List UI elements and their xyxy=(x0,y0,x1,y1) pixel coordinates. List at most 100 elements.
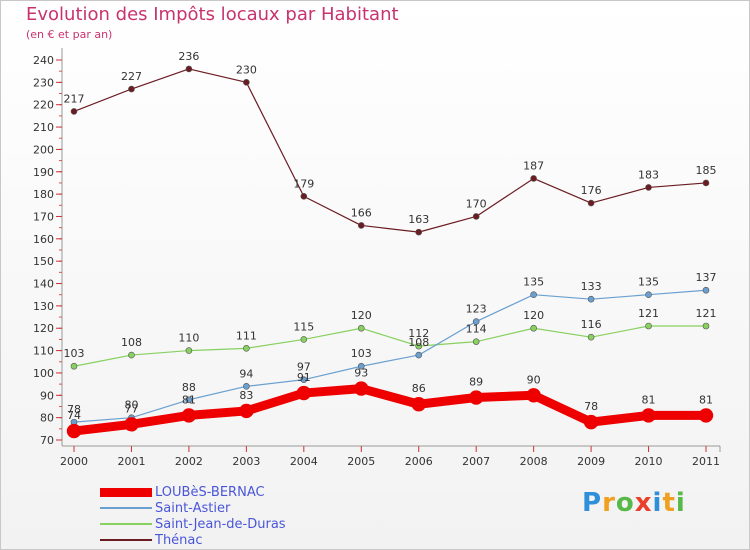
data-label: 110 xyxy=(178,332,199,345)
data-label: 103 xyxy=(64,347,85,360)
x-tick-label: 2006 xyxy=(405,455,433,468)
data-point xyxy=(357,324,365,332)
data-point xyxy=(583,414,599,430)
data-label: 97 xyxy=(297,361,311,374)
logo-letter: o xyxy=(615,488,635,518)
data-point xyxy=(181,408,197,423)
series-lines xyxy=(66,65,714,439)
y-tick-label: 200 xyxy=(33,143,54,156)
data-label: 135 xyxy=(523,276,544,289)
data-label: 111 xyxy=(236,329,257,342)
chart-subtitle: (en € et par an) xyxy=(26,28,113,41)
data-point xyxy=(243,345,250,352)
legend-swatch xyxy=(100,539,152,541)
x-tick-label: 2004 xyxy=(290,455,318,468)
data-point xyxy=(70,362,78,370)
logo-letter: i xyxy=(652,488,663,518)
y-tick-label: 170 xyxy=(33,210,54,223)
data-label: 135 xyxy=(638,276,659,289)
data-label: 108 xyxy=(121,336,142,349)
legend-label: Saint-Astier xyxy=(155,500,231,516)
y-tick-label: 150 xyxy=(33,255,54,268)
data-label: 166 xyxy=(351,206,372,219)
x-tick-label: 2001 xyxy=(117,455,145,468)
x-tick-label: 2005 xyxy=(347,455,375,468)
data-label: 86 xyxy=(412,382,426,395)
x-tick-label: 2007 xyxy=(462,455,490,468)
y-tick-label: 90 xyxy=(40,389,54,402)
logo-letter: t xyxy=(662,488,676,518)
legend-label: Saint-Jean-de-Duras xyxy=(155,516,286,532)
data-point xyxy=(243,79,250,86)
data-label: 90 xyxy=(527,373,541,386)
y-tick-label: 240 xyxy=(33,54,54,67)
y-tick-label: 220 xyxy=(33,99,54,112)
x-tick-label: 2008 xyxy=(520,455,548,468)
data-point xyxy=(645,184,652,191)
proxiti-logo: Proxiti xyxy=(582,488,686,518)
data-point xyxy=(587,333,595,341)
data-label: 176 xyxy=(581,184,602,197)
data-point xyxy=(702,322,710,330)
logo-letter: r xyxy=(602,488,616,518)
data-label: 94 xyxy=(239,367,253,380)
legend-item: Saint-Jean-de-Duras xyxy=(100,516,286,532)
x-tick-label: 2011 xyxy=(692,455,720,468)
data-label: 120 xyxy=(351,309,372,322)
data-label: 183 xyxy=(638,168,659,181)
data-point xyxy=(526,388,541,403)
data-label: 78 xyxy=(67,403,81,416)
data-point xyxy=(645,291,652,299)
series-line xyxy=(73,68,707,233)
data-labels: 217 227 236 230 179 166 163 170 187 176 183 185 103 1… xyxy=(64,50,717,422)
data-label: 230 xyxy=(236,63,257,76)
data-point xyxy=(702,286,710,294)
data-point xyxy=(185,347,193,354)
y-tick-label: 160 xyxy=(33,233,54,246)
data-point xyxy=(357,362,365,370)
data-label: 83 xyxy=(239,389,253,402)
data-point xyxy=(415,228,423,236)
data-point xyxy=(239,403,254,419)
axes: 7080901001101201301401501601701801902002… xyxy=(33,48,721,468)
data-label: 81 xyxy=(642,393,656,406)
data-label: 116 xyxy=(581,318,602,331)
data-point xyxy=(296,385,312,401)
y-tick-label: 210 xyxy=(33,121,54,134)
data-label: 170 xyxy=(466,197,487,210)
data-point xyxy=(641,408,656,423)
data-point xyxy=(66,423,82,439)
y-tick-label: 70 xyxy=(40,434,54,447)
data-point xyxy=(472,213,480,220)
legend-label: Thénac xyxy=(155,532,203,548)
data-point xyxy=(468,390,484,405)
data-point xyxy=(300,376,308,383)
legend-swatch xyxy=(100,487,152,497)
data-point xyxy=(702,179,710,187)
x-tick-label: 2000 xyxy=(60,455,88,468)
data-point xyxy=(415,351,423,359)
data-point xyxy=(530,175,537,182)
data-label: 114 xyxy=(466,323,487,336)
series-line xyxy=(73,289,707,423)
data-label: 78 xyxy=(584,400,598,413)
data-label: 227 xyxy=(121,70,142,83)
data-point xyxy=(70,108,78,115)
data-point xyxy=(415,342,423,350)
legend-item: Thénac xyxy=(100,532,286,548)
data-label: 89 xyxy=(469,376,483,389)
logo-letter: P xyxy=(582,488,603,518)
y-tick-label: 230 xyxy=(33,76,54,89)
data-point xyxy=(243,383,250,390)
y-tick-label: 120 xyxy=(33,322,54,335)
series-line xyxy=(69,384,711,436)
data-label: 163 xyxy=(408,213,429,226)
y-tick-label: 140 xyxy=(33,278,54,291)
data-point xyxy=(124,417,139,432)
series-line xyxy=(73,325,707,367)
data-label: 121 xyxy=(696,307,717,320)
data-label: 123 xyxy=(466,303,487,316)
legend-item: LOUBèS-BERNAC xyxy=(100,484,286,500)
data-point xyxy=(354,381,369,396)
y-tick-label: 100 xyxy=(33,367,54,380)
